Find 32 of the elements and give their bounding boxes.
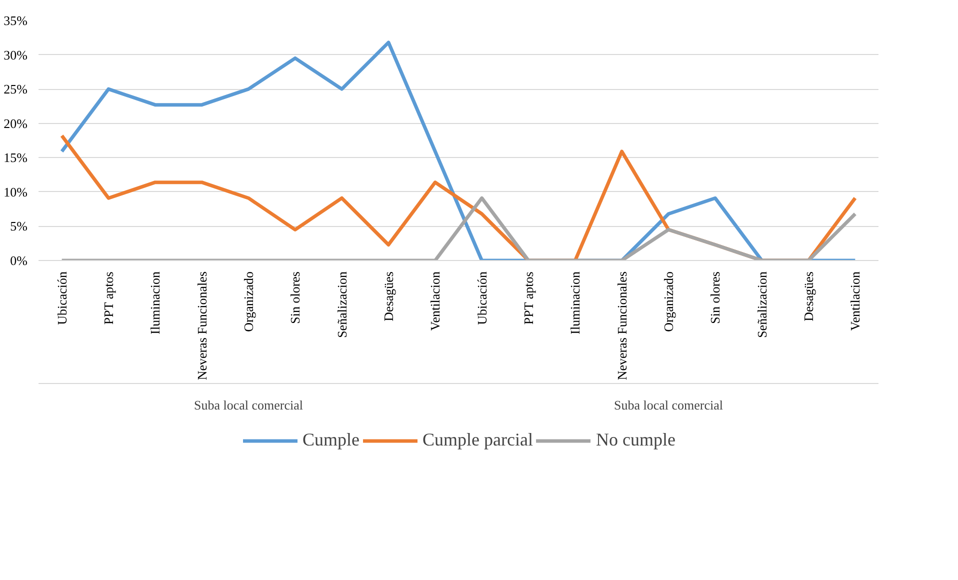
- x-tick-label: PPT aptos: [521, 272, 536, 325]
- x-tick-label: Sin olores: [288, 271, 303, 324]
- x-tick-label: PPT aptos: [101, 272, 116, 325]
- x-tick-label: Organizado: [241, 272, 256, 332]
- text: Suba local comercial: [614, 398, 724, 412]
- x-tick-label: Ubicación: [474, 271, 490, 325]
- x-tick-label: Neveras Funcionales: [614, 271, 630, 380]
- x-tick-label: Ventilacion: [428, 271, 443, 331]
- legend-label: Cumple: [302, 430, 360, 450]
- y-tick-label: 30%: [4, 47, 28, 62]
- y-tick-label: 5%: [10, 218, 28, 234]
- x-tick-label: Señalizacion: [754, 271, 770, 338]
- x-tick-label: Señalizacion: [334, 271, 350, 338]
- y-tick-label: 35%: [4, 13, 28, 28]
- y-tick-label: 25%: [4, 82, 28, 97]
- x-tick-label: Ubicación: [54, 271, 70, 325]
- y-tick-label: 10%: [4, 184, 28, 200]
- x-tick-label: Desagües: [381, 271, 396, 322]
- line-series: [60, 196, 857, 260]
- x-tick-label: Neveras Funcionales: [194, 271, 210, 380]
- x-tick-label: Desagües: [801, 271, 816, 322]
- text: Suba local comercial: [194, 398, 304, 412]
- y-tick-label: 15%: [4, 150, 28, 166]
- x-tick-label: Ventilacion: [848, 271, 863, 331]
- x-tick-label: Sin olores: [708, 271, 723, 324]
- y-tick-label: 0%: [10, 253, 28, 268]
- legend-label: Cumple parcial: [422, 430, 533, 450]
- y-tick-label: 20%: [4, 116, 28, 131]
- x-tick-label: Organizado: [661, 272, 676, 332]
- legend-label: No cumple: [596, 430, 676, 450]
- x-tick-label: Iluminacion: [568, 271, 583, 334]
- x-tick-label: Iluminacion: [148, 271, 163, 334]
